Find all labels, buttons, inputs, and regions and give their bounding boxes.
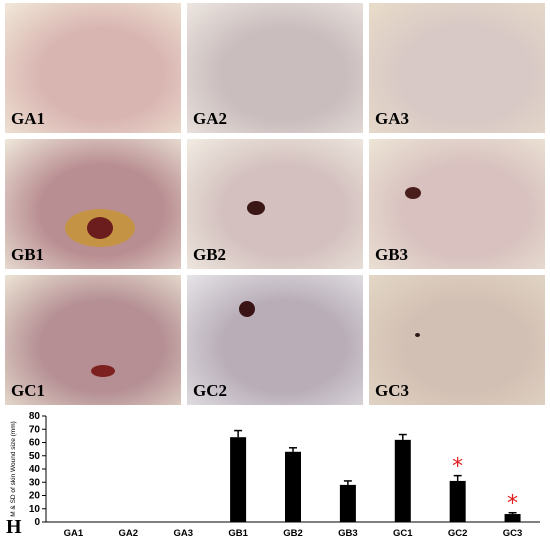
x-tick-label: GA3 <box>173 528 193 539</box>
rat-skin-photo <box>5 139 181 269</box>
x-tick-label: GC3 <box>503 528 523 539</box>
x-tick-label: GB3 <box>338 528 358 539</box>
bar-gb1 <box>230 437 247 522</box>
y-tick-label: 0 <box>34 517 40 528</box>
significance-marker: * <box>452 455 463 480</box>
photo-panel-gb3: GB3 <box>368 138 546 270</box>
panel-label: GA3 <box>375 109 409 128</box>
panel-label: GC3 <box>375 381 409 400</box>
wound-spot <box>91 365 115 377</box>
y-tick-label: 30 <box>29 477 41 488</box>
bar-gb3 <box>339 484 356 522</box>
panel-label: GA1 <box>11 109 45 128</box>
bar-gb2 <box>285 451 301 522</box>
wound-spot <box>87 217 113 239</box>
y-tick-label: 20 <box>29 491 41 502</box>
rat-skin-photo <box>187 139 363 269</box>
rat-skin-photo <box>369 275 545 405</box>
chart-svg: 0 10 20 30 40 50 60 70 80 M & SD of skin Wound si… <box>10 411 540 539</box>
bar-gc2 <box>449 480 466 522</box>
significance-marker: * <box>507 492 518 517</box>
wound-spot <box>239 301 255 317</box>
x-tick-label: GB1 <box>228 528 248 539</box>
photo-panel-gc1: GC1 <box>4 274 182 406</box>
x-tick-label: GC1 <box>393 528 413 539</box>
photo-panel-gb1: GB1 <box>4 138 182 270</box>
wound-size-chart: 0 10 20 30 40 50 60 70 80 M & SD of skin Wound si… <box>0 410 550 546</box>
photo-panel-ga2: GA2 <box>186 2 364 134</box>
x-tick-label: GA1 <box>64 528 84 539</box>
rat-skin-photo <box>187 275 363 405</box>
photo-panel-ga1: GA1 <box>4 2 182 134</box>
bar-gc3 <box>504 514 521 522</box>
photo-panel-gb2: GB2 <box>186 138 364 270</box>
panel-label: GA2 <box>193 109 227 128</box>
photo-panel-ga3: GA3 <box>368 2 546 134</box>
panel-label: GB2 <box>193 245 227 264</box>
wound-spot <box>247 201 265 215</box>
x-tick-label: GB2 <box>283 528 303 539</box>
y-tick-label: 40 <box>29 464 41 475</box>
rat-skin-photo <box>5 275 181 405</box>
chart-panel-label: H <box>6 516 22 538</box>
x-tick-label: GA2 <box>119 528 139 539</box>
panel-label: GB1 <box>11 245 45 264</box>
photo-grid: GA1 GA2 GA3 GB1 GB2 GB3 GC1 GC2 GC3 <box>4 2 546 407</box>
x-tick-label: GC2 <box>448 528 468 539</box>
y-tick-label: 60 <box>29 438 41 449</box>
y-tick-label: 50 <box>29 451 41 462</box>
wound-spot <box>415 333 420 337</box>
rat-skin-photo <box>5 3 181 133</box>
panel-label: GC1 <box>11 381 45 400</box>
rat-skin-photo <box>369 3 545 133</box>
y-axis-title: M & SD of skin Wound size (mm) <box>10 421 17 517</box>
photo-panel-gc2: GC2 <box>186 274 364 406</box>
photo-panel-gc3: GC3 <box>368 274 546 406</box>
panel-label: GC2 <box>193 381 227 400</box>
rat-skin-photo <box>187 3 363 133</box>
rat-skin-photo <box>369 139 545 269</box>
y-tick-label: 10 <box>29 504 41 515</box>
panel-label: GB3 <box>375 245 409 264</box>
y-tick-label: 70 <box>29 424 41 435</box>
wound-spot <box>405 187 421 199</box>
bar-gc1 <box>394 439 411 522</box>
y-tick-label: 80 <box>29 411 41 422</box>
